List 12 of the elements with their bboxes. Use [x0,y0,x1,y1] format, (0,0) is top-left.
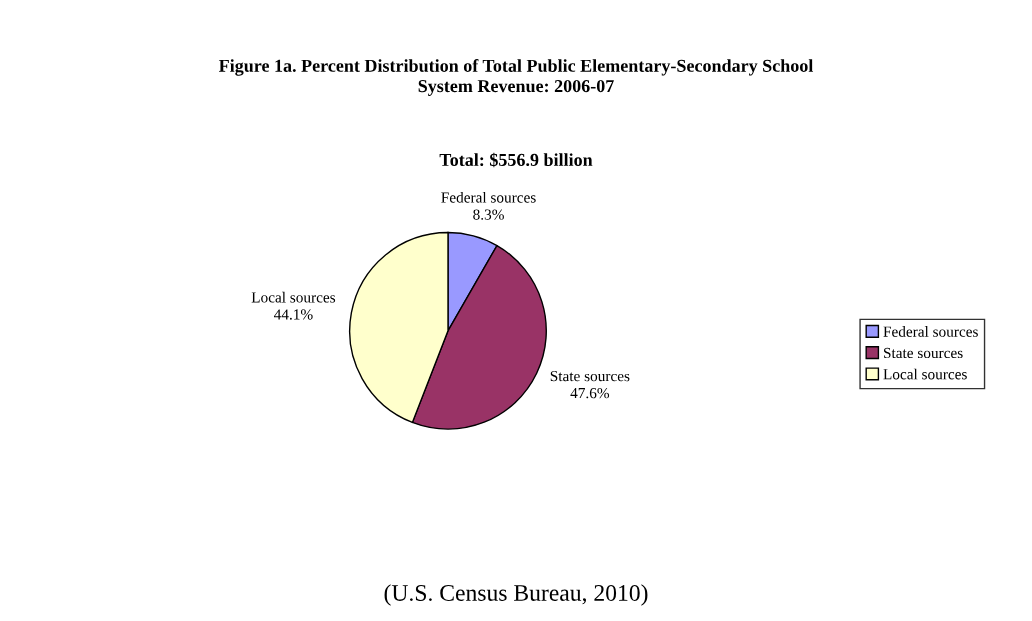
chart-title: Figure 1a. Percent Distribution of Total Public Elementary-Secondary School System Revenue: 2006-07 [218,58,814,96]
text: (U.S. Census Bureau, 2010) [384,584,648,606]
data-label: 8.3% [473,209,504,220]
slice-label: Local sources [251,291,336,303]
slice-label: Federal sources [441,191,536,203]
chart-subtitle: Total: $556.9 billion [439,152,593,168]
legend-label: Local sources [883,368,967,380]
slice-label: State sources [550,370,630,382]
legend-label: State sources [884,347,963,359]
data-label: 44.1% [274,309,313,320]
data-label: 47.6% [570,387,610,399]
legend-label: Federal sources [883,326,978,337]
